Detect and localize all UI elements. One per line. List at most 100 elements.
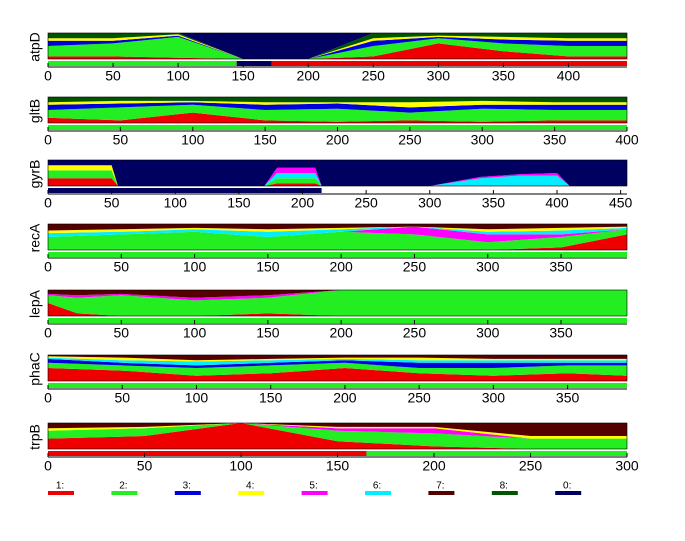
area [48, 43, 627, 59]
group-bar [366, 451, 627, 456]
legend-label: 0: [563, 481, 571, 492]
x-tick-label: 300 [615, 458, 639, 474]
area [48, 368, 627, 381]
legend-label: 2: [119, 481, 127, 492]
area [48, 423, 627, 439]
area [48, 104, 627, 122]
x-tick-label: 300 [476, 325, 500, 341]
area [48, 112, 627, 123]
area [48, 33, 627, 59]
area [48, 423, 627, 436]
x-tick-label: 350 [549, 259, 573, 275]
area [48, 290, 627, 298]
x-tick-label: 350 [543, 132, 567, 148]
legend-swatch [238, 491, 265, 495]
legend-label: 3: [183, 481, 191, 492]
y-label: trpB [27, 424, 43, 450]
legend-swatch [174, 491, 201, 495]
area [48, 36, 627, 59]
area [48, 170, 627, 186]
x-tick-label: 50 [114, 390, 130, 406]
x-tick-label: 200 [329, 259, 353, 275]
x-tick-label: 200 [297, 68, 321, 84]
area [48, 229, 627, 250]
x-tick-label: 350 [556, 390, 580, 406]
x-tick-label: 350 [549, 325, 573, 341]
x-tick-label: 350 [482, 195, 506, 211]
area [48, 226, 627, 234]
x-tick-label: 50 [114, 259, 130, 275]
group-bar [48, 318, 627, 323]
legend-label: 6: [373, 481, 381, 492]
area [48, 226, 627, 237]
legend-label: 4: [246, 481, 254, 492]
x-tick-label: 150 [326, 458, 350, 474]
area [48, 35, 627, 59]
group-bar [48, 61, 237, 66]
x-tick-label: 50 [104, 195, 120, 211]
legend-label: 5: [309, 481, 317, 492]
group-bar [48, 252, 627, 257]
x-tick-label: 100 [166, 68, 190, 84]
area [48, 165, 627, 186]
plot-frame [47, 289, 628, 317]
x-tick-label: 350 [492, 68, 516, 84]
x-tick-label: 50 [113, 132, 129, 148]
area [48, 234, 627, 250]
x-tick-label: 250 [403, 259, 427, 275]
plot-frame [47, 354, 628, 382]
y-label: gltB [27, 99, 43, 123]
x-tick-label: 150 [259, 390, 283, 406]
area [48, 102, 627, 113]
x-tick-label: 300 [427, 68, 451, 84]
x-tick-label: 200 [333, 390, 357, 406]
x-tick-label: 50 [105, 68, 121, 84]
y-label: recA [27, 223, 43, 252]
area [48, 160, 627, 186]
x-tick-label: 250 [403, 325, 427, 341]
x-tick-label: 100 [183, 259, 207, 275]
area [48, 97, 627, 103]
area [48, 423, 627, 449]
x-tick-label: 200 [422, 458, 446, 474]
area [48, 423, 627, 439]
x-tick-label: 200 [326, 132, 350, 148]
x-tick-label: 250 [362, 68, 386, 84]
area [48, 178, 627, 186]
legend-swatch [301, 491, 328, 495]
x-tick-label: 300 [471, 132, 495, 148]
x-tick-label: 0 [44, 259, 52, 275]
x-tick-label: 250 [519, 458, 543, 474]
x-tick-label: 50 [137, 458, 153, 474]
x-tick-label: 100 [181, 132, 205, 148]
x-tick-label: 0 [44, 195, 52, 211]
legend-swatch [555, 491, 582, 495]
area [48, 362, 627, 376]
area [48, 165, 627, 186]
x-tick-label: 0 [44, 458, 52, 474]
plot-frame [47, 96, 628, 124]
x-tick-label: 200 [291, 195, 315, 211]
group-bar [271, 61, 627, 66]
x-tick-label: 150 [227, 195, 251, 211]
x-tick-label: 450 [609, 195, 633, 211]
x-tick-label: 250 [354, 195, 378, 211]
area [48, 357, 627, 366]
plot-frame [47, 223, 628, 251]
plot-frame [47, 32, 628, 60]
x-tick-label: 50 [114, 325, 130, 341]
legend-label: 7: [436, 481, 444, 492]
area [48, 224, 627, 231]
x-tick-label: 300 [418, 195, 442, 211]
area [48, 34, 627, 59]
legend-swatch [111, 491, 138, 495]
legend-swatch [428, 491, 455, 495]
x-tick-label: 300 [476, 259, 500, 275]
x-tick-label: 200 [329, 325, 353, 341]
legend-swatch [491, 491, 518, 495]
y-label: gyrB [27, 160, 43, 189]
x-tick-label: 400 [545, 195, 569, 211]
x-tick-label: 400 [557, 68, 581, 84]
legend-label: 1: [56, 481, 64, 492]
area [48, 290, 627, 301]
